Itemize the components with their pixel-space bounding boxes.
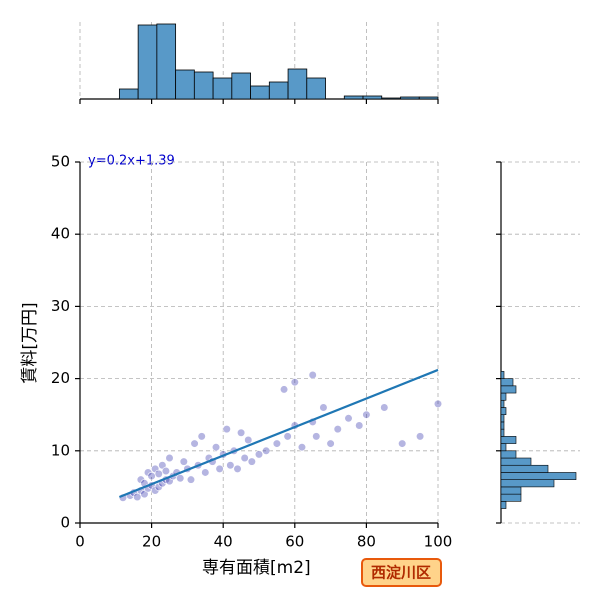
regression-annotation: y=0.2x+1.39 (88, 154, 175, 169)
point (279, 385, 289, 394)
y-hist-bar (500, 450, 517, 459)
x-hist-bar (250, 85, 270, 100)
x-hist-bar (306, 77, 326, 100)
y-hist-bar (500, 421, 505, 430)
point (433, 399, 443, 408)
x-hist-bar (193, 71, 214, 100)
point (308, 370, 317, 380)
point (283, 432, 292, 441)
point (262, 446, 271, 455)
point (147, 471, 156, 481)
x-hist-bar (400, 96, 420, 100)
x-hist-bar (343, 95, 364, 100)
point (186, 475, 196, 484)
point (165, 453, 174, 463)
x-tick-label: 60 (285, 533, 304, 551)
y-axis-label: 賃料[万円] (20, 302, 40, 383)
y-hist-bar (500, 414, 505, 423)
y-tick-label: 50 (51, 153, 70, 171)
badge: 西淀川区 (371, 564, 431, 582)
y-tick-label: 20 (51, 369, 70, 387)
y-hist-bar (500, 428, 505, 437)
y-hist-bar (500, 378, 514, 387)
badge-box (361, 558, 442, 587)
x-tick-label: 40 (214, 533, 233, 551)
regression-line (118, 368, 439, 499)
y-hist-bar (500, 472, 577, 480)
x-hist-bar (118, 88, 139, 100)
point (240, 453, 249, 463)
point (398, 439, 407, 448)
y-hist-bar (500, 407, 507, 416)
x-hist-bar (362, 95, 383, 100)
y-hist-bar (500, 399, 505, 408)
x-hist-bar (268, 81, 289, 100)
point (244, 435, 253, 445)
y-hist-bar (500, 479, 555, 488)
y-tick-label: 40 (51, 225, 70, 243)
point (176, 474, 185, 483)
x-hist-bar (231, 72, 251, 100)
y-hist-bar (500, 436, 517, 444)
x-hist-bar (381, 97, 401, 100)
x-tick-label: 0 (75, 533, 85, 551)
point (362, 410, 371, 419)
point (319, 403, 328, 412)
point (333, 425, 342, 434)
y-hist-bar (500, 493, 522, 502)
y-hist-bar (500, 385, 517, 394)
point (254, 450, 264, 459)
point (190, 439, 199, 448)
y-tick-label: 30 (51, 297, 70, 315)
x-tick-label: 80 (357, 533, 376, 551)
y-hist-bar (500, 486, 522, 495)
y-hist-bar (500, 371, 505, 379)
point (297, 443, 307, 452)
x-hist-bar (137, 24, 158, 100)
x-hist-bar (212, 77, 233, 100)
point (344, 414, 353, 423)
y-hist-bar (500, 443, 507, 452)
point (380, 403, 389, 412)
point (179, 457, 188, 466)
x-hist-bar (156, 23, 177, 100)
point (290, 378, 299, 387)
point (237, 428, 246, 437)
point (133, 492, 142, 502)
point (355, 421, 364, 430)
point (161, 466, 171, 476)
point (211, 443, 221, 452)
point (201, 468, 210, 477)
y-hist-bar (500, 464, 549, 473)
point (272, 439, 282, 448)
point (247, 457, 256, 466)
point (233, 464, 242, 473)
point (222, 425, 231, 434)
x-hist-bar (287, 68, 308, 100)
point (197, 432, 206, 441)
point (416, 432, 425, 441)
x-hist-bar (418, 96, 439, 100)
point (154, 469, 163, 479)
y-tick-label: 10 (51, 441, 70, 459)
y-hist-bar (500, 457, 532, 466)
point (326, 439, 335, 448)
point (312, 432, 321, 441)
x-tick-label: 100 (424, 533, 453, 551)
y-tick-label: 0 (60, 514, 70, 532)
x-tick-label: 20 (142, 533, 161, 551)
point (215, 464, 224, 473)
x-axis-label: 専有面積[m2] (202, 558, 311, 578)
x-hist-bar (175, 69, 195, 100)
y-hist-bar (500, 392, 507, 401)
y-hist-bar (500, 501, 507, 509)
point (226, 461, 235, 470)
